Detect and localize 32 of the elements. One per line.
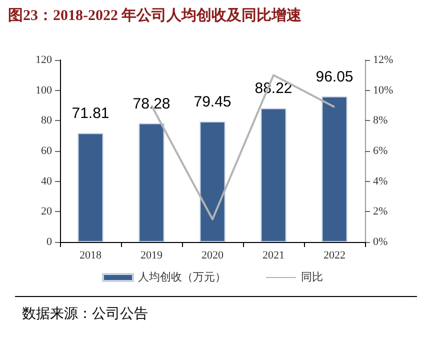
y-tick-label: 20 [41,206,52,218]
bar [138,123,164,242]
y2-tick-label: 10% [373,84,394,96]
legend-label: 人均创收（万元） [138,272,226,284]
chart-title: 图23：2018-2022 年公司人均创收及同比增速 [8,6,302,25]
y-tick-label: 0 [46,236,52,248]
y2-tick-label: 0% [373,236,388,248]
x-tick-label: 2021 [262,250,284,262]
y2-tick-label: 2% [373,206,388,218]
x-tick-label: 2020 [202,250,224,262]
y-tick-label: 100 [36,84,52,96]
y-tick-label: 80 [41,114,52,127]
x-tick-label: 2022 [324,250,346,262]
data-label: 96.05 [316,68,354,86]
y-tick-label: 60 [41,145,52,157]
x-tick-label: 2019 [140,250,163,262]
y-tick-label: 40 [41,175,52,188]
y2-tick-label: 6% [373,145,388,157]
bar [200,122,226,242]
y-tick-label: 120 [36,54,52,66]
bar [322,96,348,242]
y2-tick-label: 12% [373,54,394,66]
bar [260,108,286,242]
data-label: 71.81 [72,105,110,122]
data-label: 78.28 [132,95,170,112]
y2-tick-label: 8% [373,114,388,127]
x-tick-label: 2018 [80,250,102,262]
legend-label: 同比 [301,270,323,284]
source-note: 数据来源：公司公告 [22,305,148,323]
bar [78,133,104,242]
y2-tick-label: 4% [373,175,388,188]
data-label: 79.45 [194,94,232,110]
